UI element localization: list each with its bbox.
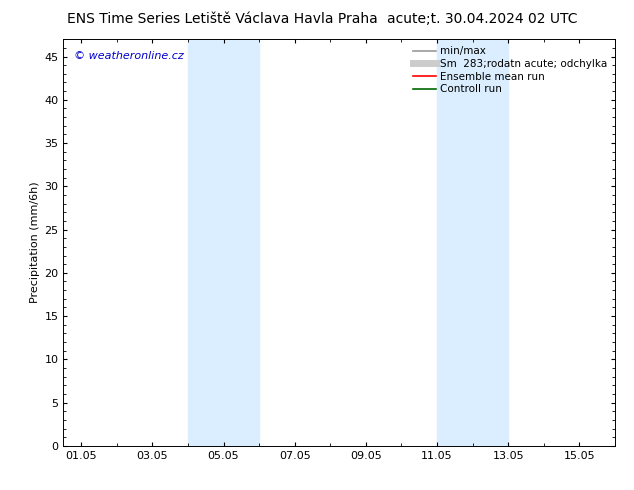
Y-axis label: Precipitation (mm/6h): Precipitation (mm/6h) — [30, 182, 40, 303]
Text: acute;t. 30.04.2024 02 UTC: acute;t. 30.04.2024 02 UTC — [387, 12, 577, 26]
Bar — [188, 39, 259, 446]
Text: ENS Time Series Letiště Václava Havla Praha: ENS Time Series Letiště Václava Havla Pr… — [67, 12, 377, 26]
Text: © weatheronline.cz: © weatheronline.cz — [74, 51, 184, 61]
Bar — [437, 39, 508, 446]
Legend: min/max, Sm  283;rodatn acute; odchylka, Ensemble mean run, Controll run: min/max, Sm 283;rodatn acute; odchylka, … — [411, 45, 610, 97]
